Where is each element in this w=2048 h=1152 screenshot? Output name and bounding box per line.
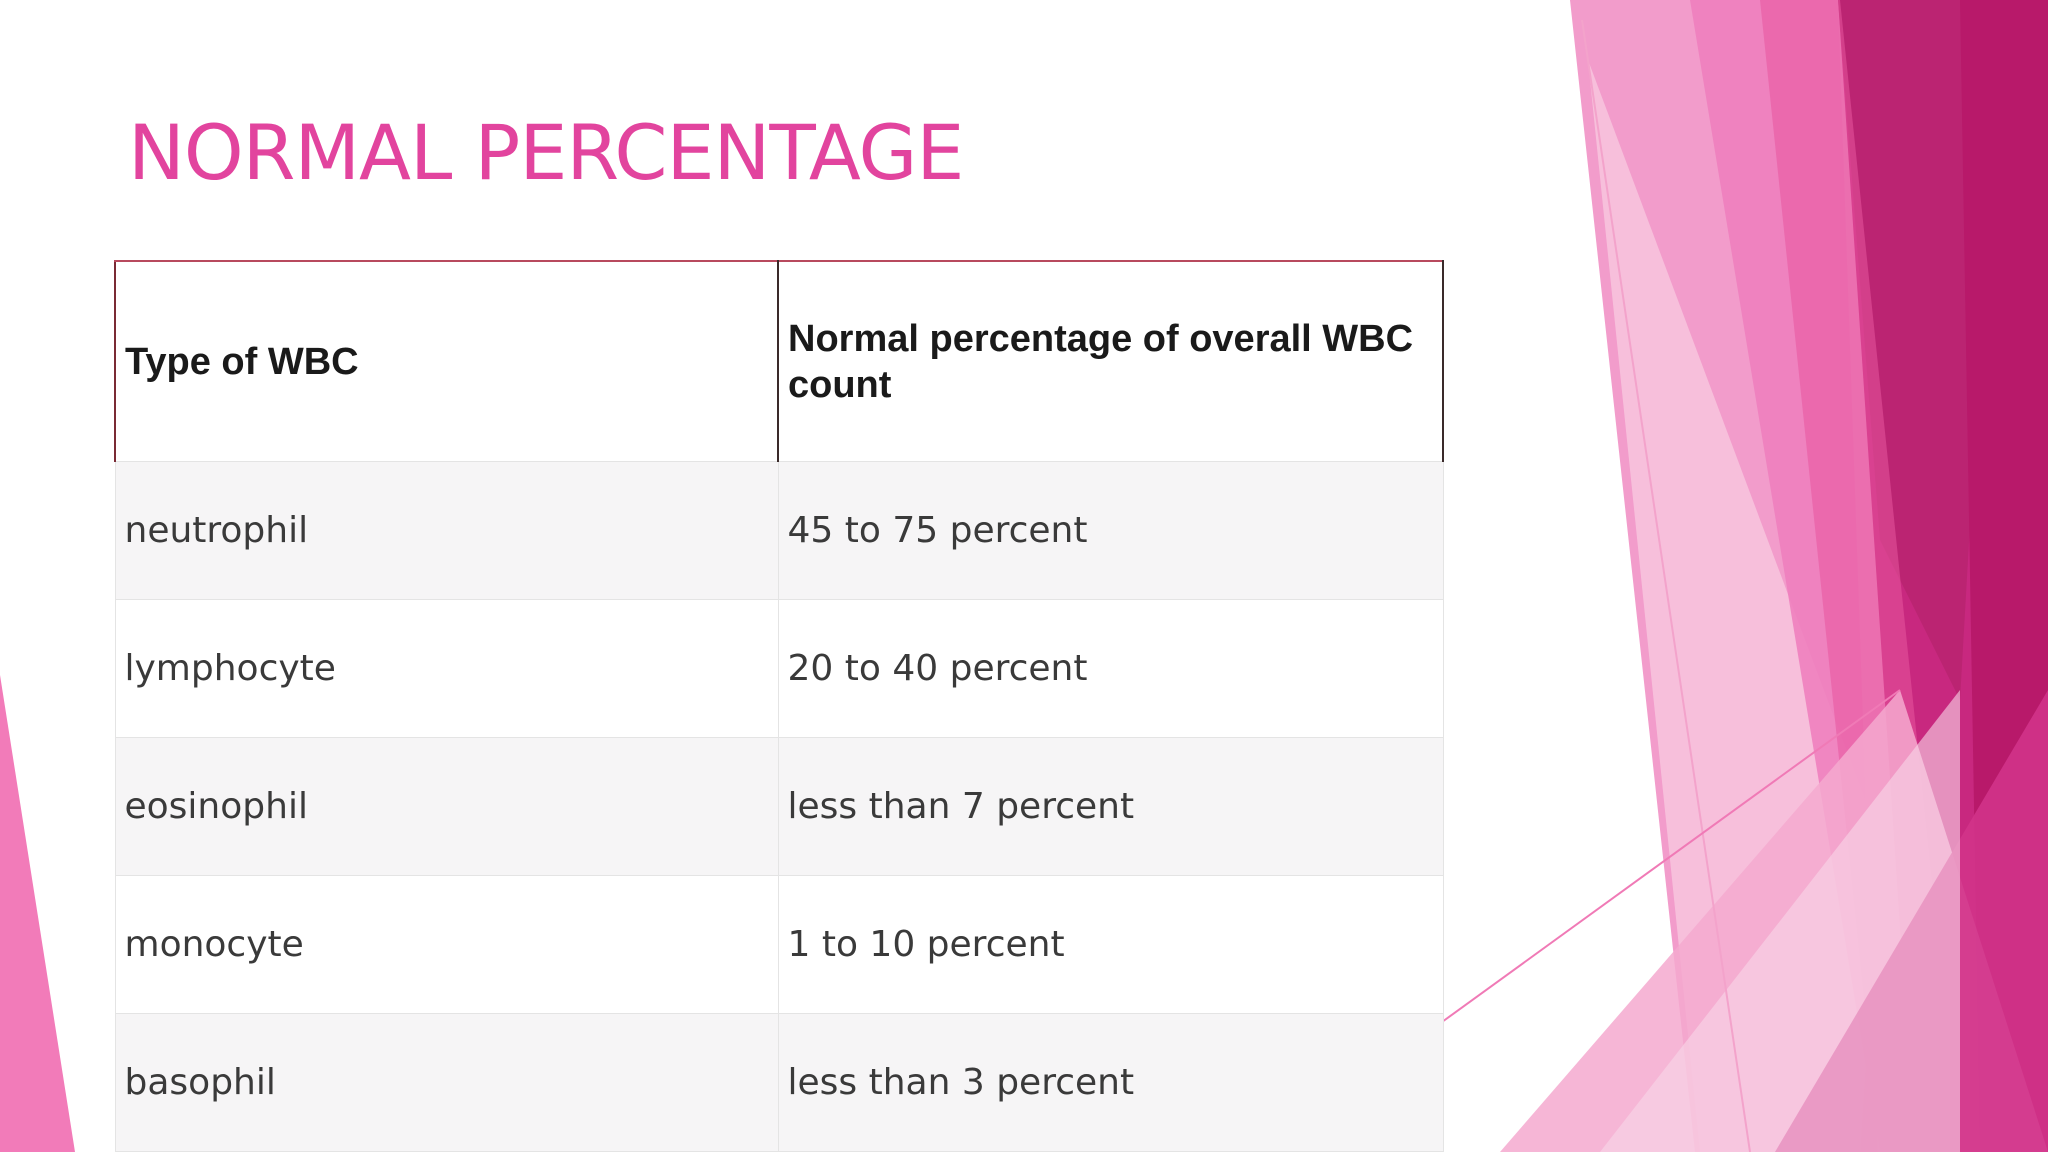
wbc-percentage-cell: 45 to 75 percent <box>777 461 1444 600</box>
column-header-type: Type of WBC <box>114 260 779 462</box>
table-row: monocyte 1 to 10 percent <box>114 875 1444 1014</box>
wbc-percentage-cell: 20 to 40 percent <box>777 599 1444 738</box>
table-row: neutrophil 45 to 75 percent <box>114 461 1444 600</box>
wbc-percentage-cell: less than 7 percent <box>777 737 1444 876</box>
table-row: lymphocyte 20 to 40 percent <box>114 599 1444 738</box>
wbc-type-cell: neutrophil <box>114 461 779 600</box>
wbc-type-cell: eosinophil <box>114 737 779 876</box>
slide-title: NORMAL PERCENTAGE <box>128 108 964 197</box>
wbc-type-cell: basophil <box>114 1013 779 1152</box>
column-header-percentage: Normal percentage of overall WBC count <box>777 260 1444 462</box>
wbc-percentage-table: Type of WBC Normal percentage of overall… <box>114 260 1444 1152</box>
wbc-type-cell: monocyte <box>114 875 779 1014</box>
wbc-percentage-cell: 1 to 10 percent <box>777 875 1444 1014</box>
wbc-type-cell: lymphocyte <box>114 599 779 738</box>
table-header-row: Type of WBC Normal percentage of overall… <box>114 260 1444 462</box>
table-row: basophil less than 3 percent <box>114 1013 1444 1152</box>
table-row: eosinophil less than 7 percent <box>114 737 1444 876</box>
wbc-percentage-cell: less than 3 percent <box>777 1013 1444 1152</box>
